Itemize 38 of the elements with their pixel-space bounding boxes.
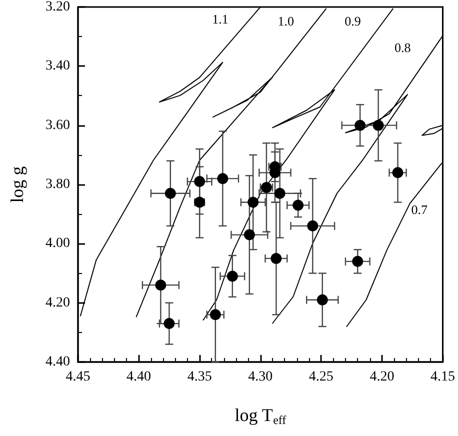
series-label: 1.0: [278, 13, 294, 28]
point: [244, 229, 255, 240]
point: [270, 252, 282, 264]
point: [372, 120, 384, 131]
point: [217, 173, 228, 184]
series-label: 0.9: [344, 13, 361, 28]
y-tick-label: 4.00: [46, 236, 70, 252]
x-tick-label: 4.30: [248, 370, 273, 384]
y-tick-label: 4.40: [46, 354, 70, 370]
point: [155, 280, 166, 291]
point: [210, 309, 221, 320]
point: [194, 176, 206, 188]
x-tick-label: 4.40: [126, 370, 152, 384]
point: [164, 188, 176, 199]
x-tick-label: 4.20: [370, 370, 394, 384]
y-tick-label: 3.40: [46, 58, 70, 74]
point: [292, 200, 304, 211]
series-label: 0.7: [411, 202, 428, 217]
y-axis-title: log g: [7, 166, 27, 203]
x-tick-label: 4.15: [430, 370, 455, 384]
point: [226, 270, 238, 282]
point: [316, 294, 328, 306]
y-tick-label: 4.20: [46, 295, 70, 310]
point: [164, 318, 175, 330]
x-tick-label: 4.45: [66, 370, 90, 384]
y-tick-label: 3.60: [46, 118, 70, 133]
x-tick-label: 4.35: [187, 370, 212, 384]
point: [274, 188, 286, 199]
point: [354, 120, 366, 131]
y-tick-label: 3.20: [46, 0, 70, 14]
point: [352, 256, 364, 267]
x-tick-label: 4.25: [308, 370, 334, 384]
point: [392, 167, 404, 178]
series-label: 1.1: [212, 12, 228, 26]
point: [307, 220, 318, 232]
series-label: 0.8: [394, 40, 411, 56]
point: [248, 196, 259, 208]
y-tick-label: 3.80: [46, 177, 70, 192]
